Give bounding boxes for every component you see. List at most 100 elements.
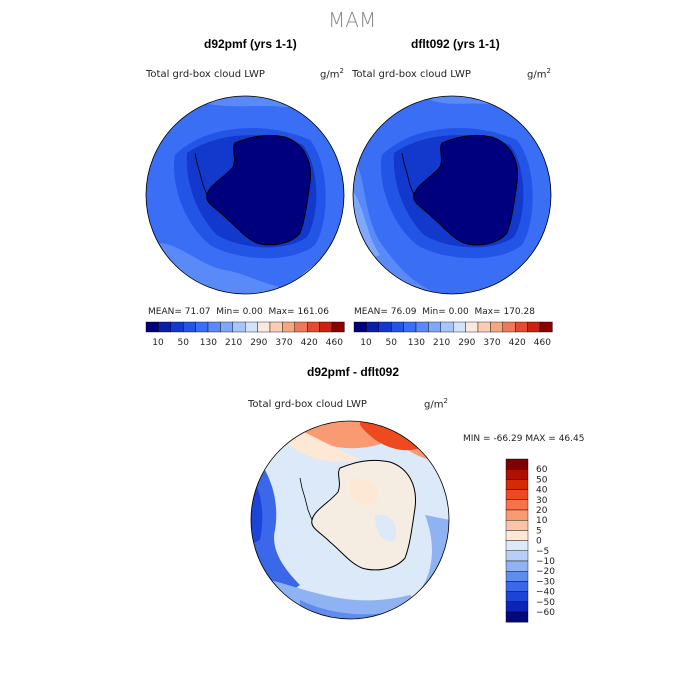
panel3-map-border — [250, 420, 450, 620]
panel1-mean: 71.07 — [184, 307, 211, 317]
panel1-colorbar-tick-label: 290 — [250, 338, 267, 348]
panel2-map-border — [352, 95, 552, 295]
panel3-colorbar-tick-label: −50 — [536, 598, 555, 608]
panel2-colorbar-swatch — [502, 321, 516, 333]
panel2-antarctica-coast — [413, 134, 519, 246]
panel3-colorbar-tick-label: 40 — [536, 486, 548, 496]
panel2-min: 0.00 — [448, 307, 469, 317]
panel1-colorbar-tick-label: 130 — [200, 338, 217, 348]
panel2-colorbar-tick-label: 290 — [458, 338, 475, 348]
panel1-colorbar-tick-label: 210 — [225, 338, 242, 348]
panel1-mean-label: MEAN= — [148, 307, 182, 317]
panel1-field-antarctica — [206, 135, 311, 245]
panel2-colorbar-swatch — [428, 321, 442, 333]
panel1-colorbar-tick-label: 10 — [152, 338, 164, 348]
panel2-mean: 76.09 — [390, 307, 417, 317]
panel3-colorbar-swatch — [505, 560, 529, 572]
panel2-colorbar-tick-label: 130 — [408, 338, 425, 348]
panel3-title: d92pmf - dflt092 — [307, 365, 400, 379]
panel3-colorbar-tick-label: 0 — [536, 537, 542, 547]
panel1-colorbar-swatch — [220, 321, 234, 333]
panel1-colorbar: 10 50 130 210 290 370 420 460 — [145, 321, 345, 348]
panel2-colorbar-swatch — [391, 321, 404, 333]
panel3-colorbar-tick-label: 50 — [536, 475, 548, 485]
panel3-colorbar-swatch — [505, 489, 529, 501]
panel3-max-label: MAX = — [525, 434, 556, 444]
panel3-colorbar-swatch — [505, 468, 529, 480]
panel3-colorbar-tick-label: −5 — [536, 547, 549, 557]
panel1-units-base: g/m — [320, 69, 340, 81]
panel1-units: g/m2 — [320, 67, 344, 80]
panel3-colorbar-swatch — [505, 601, 529, 613]
panel1-colorbar-swatch — [331, 321, 345, 333]
panel3-units-base: g/m — [424, 399, 444, 411]
panel3-colorbar-tick-label: −10 — [536, 557, 555, 567]
panel3-colorbar-tick-label: 5 — [536, 526, 542, 536]
panel1-colorbar-tick-label: 50 — [177, 338, 189, 348]
panel3-peninsula-coast — [299, 477, 313, 521]
panel2-colorbar-swatch — [539, 321, 553, 333]
panel2-colorbar-swatch — [440, 321, 454, 333]
panel3-colorbar-swatch — [505, 540, 529, 551]
panel2-stats: MEAN= 76.09 Min= 0.00 Max= 170.28 — [354, 307, 535, 317]
panel3-colorbar-tick-label: 20 — [536, 506, 548, 516]
panel2-peninsula-coast — [401, 152, 415, 196]
panel2-colorbar-tick-label: 210 — [433, 338, 450, 348]
panel1-max: 161.06 — [297, 307, 329, 317]
panel2-colorbar-tick-label: 370 — [483, 338, 500, 348]
panel3-colorbar-tick-label: −40 — [536, 588, 555, 598]
panel3-field-antarctica-patch-1 — [350, 478, 379, 506]
panel1-stats: MEAN= 71.07 Min= 0.00 Max= 161.06 — [148, 307, 329, 317]
panel1-colorbar-swatch — [195, 321, 209, 333]
panel3-field-antarctica — [311, 460, 416, 570]
panel2-units: g/m2 — [527, 67, 551, 80]
panel1-title: d92pmf (yrs 1-1) — [204, 37, 297, 51]
panel2-units-base: g/m — [527, 69, 547, 81]
panel1-colorbar-swatch — [232, 321, 246, 333]
panel1-colorbar-swatch — [319, 321, 333, 333]
panel3-colorbar-tick-label: 30 — [536, 496, 548, 506]
panel3-colorbar-swatch — [505, 530, 529, 541]
panel3-antarctica-coast — [311, 459, 417, 571]
panel1-colorbar-swatch — [158, 321, 171, 333]
panel2-colorbar-tick-label: 460 — [534, 338, 551, 348]
panel2-variable-label: Total grd-box cloud LWP — [352, 69, 471, 80]
panel3-units-exp: 2 — [443, 397, 448, 405]
panel2-units-exp: 2 — [546, 67, 551, 75]
panel2-colorbar-swatch — [378, 321, 392, 333]
panel3-colorbar-swatch — [505, 520, 529, 531]
panel1-colorbar-swatch — [306, 321, 320, 333]
panel1-colorbar-swatch — [183, 321, 196, 333]
panel2-colorbar-swatch — [452, 321, 466, 333]
panel3-field-east-neg — [420, 515, 449, 590]
panel2-mean-label: MEAN= — [354, 307, 388, 317]
panel3-min: -66.29 — [493, 434, 523, 444]
panel2-colorbar-swatch — [477, 321, 491, 333]
panel1-map — [145, 95, 345, 295]
panel3-colorbar-swatch — [505, 581, 529, 592]
panel2-colorbar-swatch — [403, 321, 417, 333]
panel2-min-label: Min= — [422, 307, 446, 317]
panel3-field-south-strong — [300, 600, 400, 619]
panel2-colorbar-swatch — [353, 321, 367, 333]
panel2-max-label: Max= — [474, 307, 501, 317]
panel1-min: 0.00 — [242, 307, 263, 317]
panel3-colorbar-swatch — [505, 479, 529, 490]
panel3-units: g/m2 — [424, 397, 448, 410]
panel2-colorbar-swatch — [366, 321, 379, 333]
panel3-colorbar-tick-label: −60 — [536, 608, 555, 618]
panel3-stats: MIN = -66.29 MAX = 46.45 — [463, 434, 584, 444]
panel1-colorbar-swatch — [207, 321, 221, 333]
panel1-min-label: Min= — [216, 307, 240, 317]
panel3-min-label: MIN = — [463, 434, 491, 444]
panel2-colorbar-swatch — [490, 321, 503, 333]
panel2-colorbar-swatch — [514, 321, 528, 333]
panel3-map — [250, 420, 450, 620]
panel3-field-north-pale — [280, 430, 360, 462]
panel2-colorbar-tick-label: 420 — [509, 338, 526, 348]
panel3-colorbar-swatch — [505, 499, 529, 511]
panel3-colorbar-swatch — [505, 550, 529, 562]
panel3-colorbar-tick-label: 60 — [536, 465, 548, 475]
panel3-colorbar-swatch — [505, 591, 529, 603]
panel2-colorbar-tick-label: 10 — [360, 338, 372, 348]
